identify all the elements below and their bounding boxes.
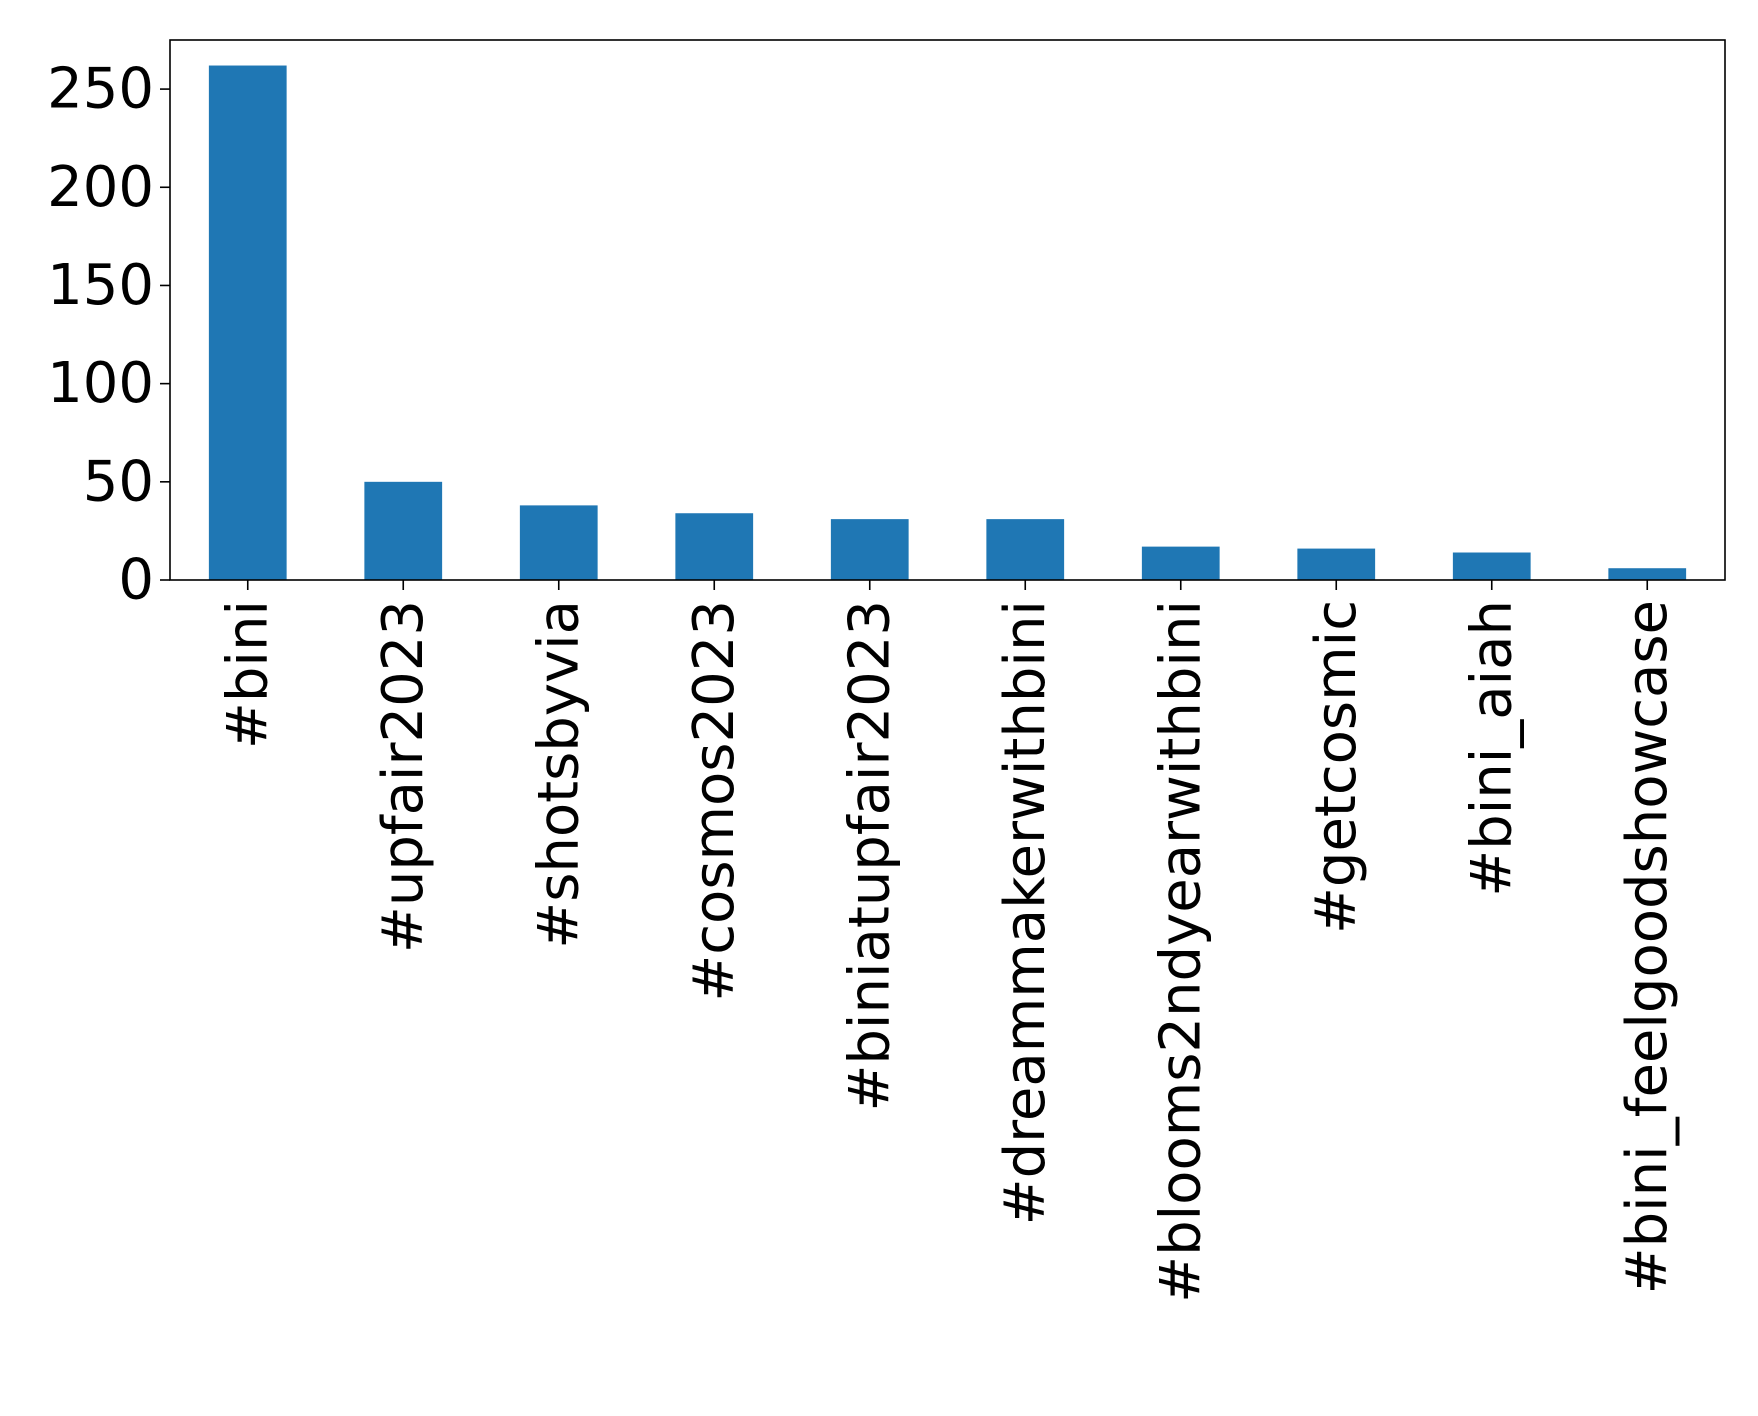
y-axis: 0 50 100 150 200 250 [47, 57, 170, 613]
y-tick-label-4: 200 [47, 155, 154, 220]
bar-5 [986, 519, 1065, 580]
bar-4 [830, 519, 909, 580]
bar-1 [364, 481, 443, 580]
x-axis: #bini #upfair2023 #shotsbyvia #cosmos2023 #b… [215, 580, 1680, 1303]
bar-8 [1452, 552, 1531, 580]
x-tick-label-4: #biniatupfair2023 [837, 600, 902, 1112]
y-tick-label-5: 250 [47, 57, 154, 122]
x-tick-label-2: #shotsbyvia [526, 600, 591, 949]
plot-frame [169, 39, 1726, 581]
bar-3 [675, 513, 754, 580]
bar-6 [1141, 546, 1220, 580]
bar-2 [519, 505, 598, 580]
bar-7 [1297, 548, 1376, 580]
x-tick-label-0: #bini [215, 600, 280, 749]
x-tick-label-9: #bini_feelgoodshowcase [1615, 600, 1680, 1294]
x-tick-label-8: #bini_aiah [1459, 600, 1524, 897]
y-tick-label-2: 100 [47, 351, 154, 416]
x-tick-label-5: #dreammakerwithbini [993, 600, 1058, 1225]
x-tick-label-3: #cosmos2023 [682, 600, 747, 1002]
bar-0 [208, 65, 287, 580]
bars-layer [208, 65, 1687, 580]
x-tick-label-7: #getcosmic [1304, 600, 1369, 934]
y-tick-label-3: 150 [47, 253, 154, 318]
y-tick-label-1: 50 [83, 449, 154, 514]
x-tick-label-1: #upfair2023 [371, 600, 436, 953]
bar-9 [1608, 568, 1687, 580]
y-tick-label-0: 0 [118, 548, 154, 613]
x-tick-label-6: #blooms2ndyearwithbini [1148, 600, 1213, 1303]
